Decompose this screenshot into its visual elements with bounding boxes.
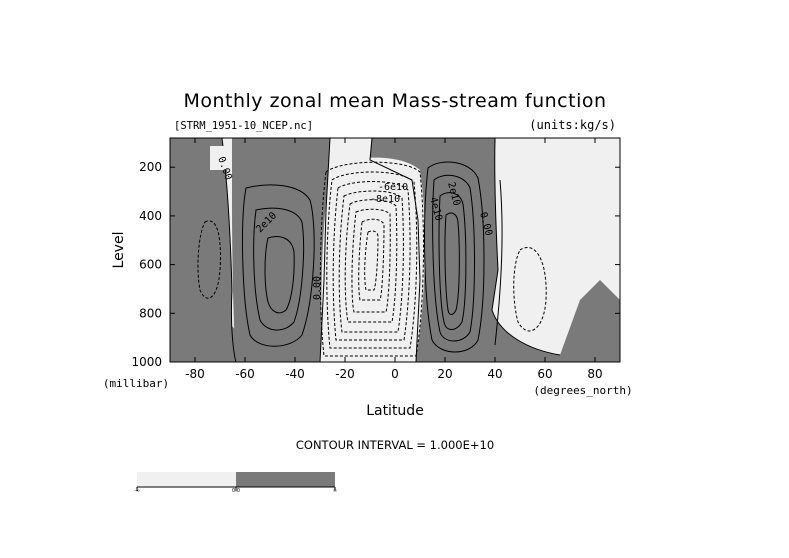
y-tick-label: 200: [139, 160, 162, 174]
y-axis-unit: (millibar): [103, 377, 169, 390]
colorbar-tick-zero: 0.0: [232, 488, 240, 494]
contour-label-neg8: -8e10: [370, 194, 400, 205]
y-axis-label: Level: [111, 232, 127, 269]
x-tick-label: 60: [537, 367, 552, 381]
surface-topography: [170, 315, 236, 362]
positive-region-ferrel-south: [232, 138, 330, 362]
x-tick-label: 40: [487, 367, 502, 381]
x-tick-label: 80: [587, 367, 602, 381]
colorbar-tick-max: ∞: [333, 488, 337, 494]
chart-title: Monthly zonal mean Mass-stream function: [183, 90, 606, 112]
x-tick-label: -80: [185, 367, 205, 381]
contour-label-neg6: -6e10: [378, 182, 408, 193]
colorbar-tick-min: -∞: [134, 488, 140, 494]
x-tick-label: 20: [437, 367, 452, 381]
y-tick-label: 400: [139, 209, 162, 223]
contour-interval-note: CONTOUR INTERVAL = 1.000E+10: [296, 438, 494, 452]
x-tick-label: -40: [285, 367, 305, 381]
y-tick-label: 800: [139, 306, 162, 320]
x-tick-label: -20: [335, 367, 355, 381]
x-axis-label: Latitude: [366, 403, 424, 419]
colorbar-positive: [236, 472, 335, 487]
contours-positive-south: [242, 184, 315, 347]
positive-region-hadley-north: [370, 138, 620, 362]
contours-negative-tropics: [319, 161, 424, 357]
x-tick-label: -60: [235, 367, 255, 381]
y-tick-label: 1000: [131, 355, 162, 369]
contours-positive-north: [424, 161, 503, 353]
chart-subtitle-units: (units:kg/s): [529, 118, 616, 132]
y-tick-label: 600: [139, 258, 162, 272]
positive-region-polar-south: [170, 138, 236, 362]
contour-field: 0.00 2e10 0.00 -6e10 -8e10 2e10 4e10 0.0…: [170, 138, 620, 362]
contours-negative-other: [197, 220, 547, 332]
x-axis: -80 -60 -40 -20 0 20 40 60 80: [185, 138, 603, 381]
colorbar: -∞ 0.0 ∞: [134, 472, 337, 494]
chart-subtitle-file: [STRM_1951-10_NCEP.nc]: [174, 120, 313, 132]
colorbar-negative: [137, 472, 236, 487]
y-axis: 200 400 600 800 1000: [131, 160, 620, 369]
contour-label-zero-mid: 0.00: [312, 276, 323, 300]
x-tick-label: 0: [391, 367, 399, 381]
x-axis-unit: (degrees_north): [533, 384, 632, 397]
negative-region-hadley-south: [321, 157, 425, 358]
